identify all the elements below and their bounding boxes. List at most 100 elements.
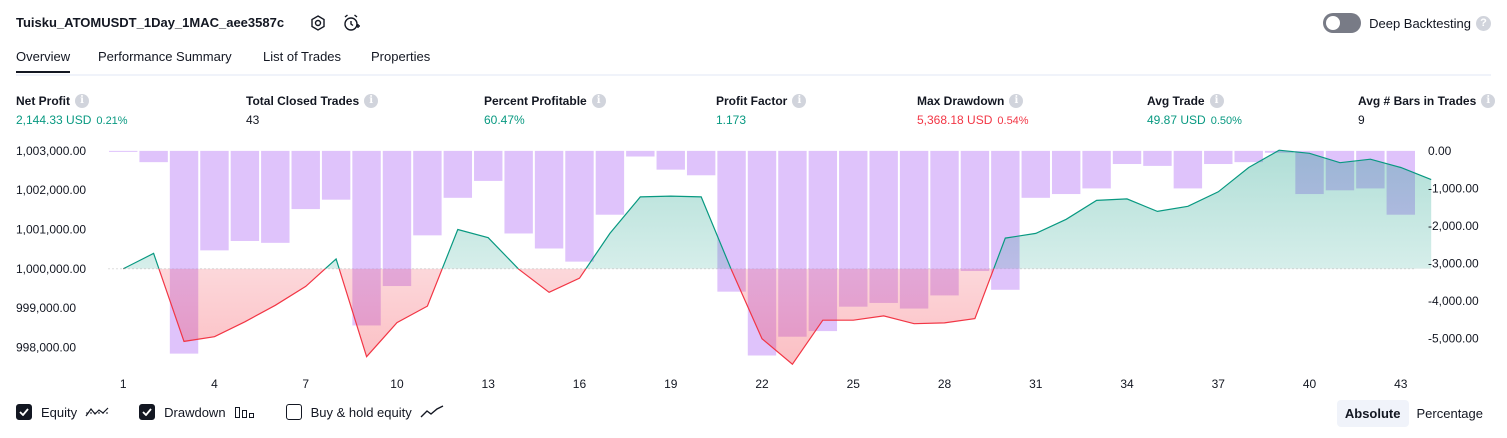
- drawdown-bar: [565, 150, 594, 262]
- metric-value-row: 9: [1358, 113, 1495, 127]
- equity-checkbox[interactable]: [16, 404, 32, 420]
- x-axis-label: 7: [302, 377, 309, 391]
- metric-label-text: Avg Trade: [1147, 94, 1205, 108]
- equity-profit-area: [123, 150, 1432, 269]
- metric-value: 43: [246, 113, 260, 127]
- metric-label: Avg Trade i: [1147, 94, 1242, 108]
- equity-loss-area: [123, 268, 1432, 365]
- x-axis-label: 13: [482, 377, 496, 391]
- help-icon[interactable]: ?: [1476, 15, 1491, 31]
- drawdown-bar: [443, 150, 473, 198]
- drawdown-bars-icon: [234, 407, 254, 418]
- x-axis-label: 19: [664, 377, 678, 391]
- metric-value: 49.87 USD: [1147, 113, 1206, 127]
- metric-percent: 0.50%: [1210, 115, 1242, 127]
- chart-legend: Equity Drawdown Buy & hold equity: [16, 404, 474, 420]
- left-axis-label: 1,003,000.00: [16, 144, 86, 158]
- metric-item: Percent Profitable i 60.47%: [484, 94, 606, 127]
- metric-value-row: 49.87 USD 0.50%: [1147, 113, 1242, 127]
- metric-item: Max Drawdown i 5,368.18 USD 0.54%: [917, 94, 1029, 127]
- drawdown-bar: [109, 150, 138, 152]
- percentage-mode-button[interactable]: Percentage: [1416, 406, 1484, 421]
- absolute-mode-button[interactable]: Absolute: [1336, 400, 1409, 427]
- metric-label-text: Avg # Bars in Trades: [1358, 94, 1477, 108]
- left-axis-label: 1,001,000.00: [16, 222, 86, 236]
- x-axis-label: 22: [755, 377, 769, 391]
- metric-item: Net Profit i 2,144.33 USD 0.21%: [16, 94, 128, 127]
- x-axis-label: 28: [938, 377, 952, 391]
- x-axis-label: 34: [1120, 377, 1134, 391]
- scale-mode-switch: Absolute Percentage: [1336, 400, 1491, 427]
- equity-line-loss: [123, 268, 995, 366]
- drawdown-bar: [1143, 150, 1172, 166]
- drawdown-bar: [139, 150, 168, 163]
- x-axis-label: 10: [390, 377, 404, 391]
- drawdown-bar: [413, 150, 442, 236]
- x-axis-label: 31: [1029, 377, 1043, 391]
- metric-label-text: Net Profit: [16, 94, 70, 108]
- drawdown-checkbox[interactable]: [139, 404, 156, 420]
- legend-equity[interactable]: Equity: [16, 404, 109, 420]
- equity-line-profit: [122, 149, 1432, 269]
- metric-label: Percent Profitable i: [484, 94, 606, 108]
- metric-item: Avg Trade i 49.87 USD 0.50%: [1147, 94, 1242, 127]
- drawdown-bar: [261, 150, 290, 243]
- info-icon[interactable]: i: [364, 94, 379, 108]
- drawdown-bar: [686, 150, 716, 176]
- drawdown-bar: [1082, 150, 1111, 189]
- deep-backtesting-toggle[interactable]: [1323, 13, 1362, 33]
- info-icon[interactable]: i: [792, 94, 807, 108]
- metric-percent: 0.21%: [96, 115, 128, 127]
- x-axis-label: 37: [1212, 377, 1226, 391]
- strategy-title: Tuisku_ATOMUSDT_1Day_1MAC_aee3587c: [16, 15, 285, 30]
- legend-drawdown[interactable]: Drawdown: [139, 404, 255, 420]
- drawdown-bar: [200, 150, 229, 251]
- x-axis-label: 1: [120, 377, 127, 391]
- metric-value-row: 1.173: [716, 113, 806, 127]
- toggle-knob: [1326, 16, 1341, 30]
- metric-value-row: 5,368.18 USD 0.54%: [917, 113, 1029, 127]
- tab-properties[interactable]: Properties: [371, 49, 431, 64]
- right-axis-label: 0.00: [1428, 144, 1452, 158]
- left-axis-label: 998,000.00: [16, 340, 76, 354]
- drawdown-bar: [656, 150, 685, 170]
- left-axis-label: 999,000.00: [16, 301, 76, 315]
- add-alert-icon[interactable]: [341, 13, 361, 33]
- drawdown-bar: [534, 150, 564, 249]
- right-axis-label: -1,000.00: [1428, 181, 1479, 195]
- drawdown-bar: [1021, 150, 1050, 198]
- info-icon[interactable]: i: [1481, 94, 1496, 108]
- metric-item: Profit Factor i 1.173: [716, 94, 807, 127]
- info-icon[interactable]: i: [1209, 94, 1224, 108]
- drawdown-bar: [1234, 150, 1263, 163]
- tab-list-of-trades[interactable]: List of Trades: [263, 49, 342, 64]
- legend-buy-hold[interactable]: Buy & hold equity: [285, 404, 444, 420]
- metric-value-row: 43: [246, 113, 378, 127]
- metric-value-row: 2,144.33 USD 0.21%: [16, 113, 128, 127]
- drawdown-bar: [1204, 150, 1233, 165]
- equity-line-icon: [85, 407, 109, 417]
- info-icon[interactable]: i: [75, 94, 89, 108]
- metric-label: Max Drawdown i: [917, 94, 1029, 108]
- metric-percent: 0.54%: [997, 115, 1029, 127]
- metric-value: 1.173: [716, 113, 747, 127]
- left-axis-label: 1,000,000.00: [16, 262, 86, 276]
- equity-drawdown-chart[interactable]: 1,003,000.00 1,002,000.00 1,001,000.00 1,00…: [0, 138, 1507, 398]
- metric-item: Avg # Bars in Trades i 9: [1358, 94, 1496, 127]
- metric-label-text: Max Drawdown: [917, 94, 1005, 108]
- legend-drawdown-label: Drawdown: [164, 404, 226, 420]
- x-axis-label: 40: [1303, 377, 1317, 391]
- settings-icon[interactable]: [308, 13, 328, 33]
- x-axis-label: 25: [847, 377, 861, 391]
- tab-performance-summary[interactable]: Performance Summary: [98, 49, 232, 64]
- metric-value: 60.47%: [484, 113, 525, 127]
- drawdown-bar: [1173, 150, 1203, 189]
- drawdown-bar: [474, 150, 503, 181]
- metric-label-text: Percent Profitable: [484, 94, 587, 108]
- buy-hold-checkbox[interactable]: [285, 404, 302, 420]
- info-icon[interactable]: i: [591, 94, 606, 108]
- tab-overview[interactable]: Overview: [16, 49, 71, 73]
- drawdown-bar: [991, 150, 1020, 290]
- info-icon[interactable]: i: [1009, 94, 1024, 108]
- drawdown-bar: [1051, 150, 1081, 195]
